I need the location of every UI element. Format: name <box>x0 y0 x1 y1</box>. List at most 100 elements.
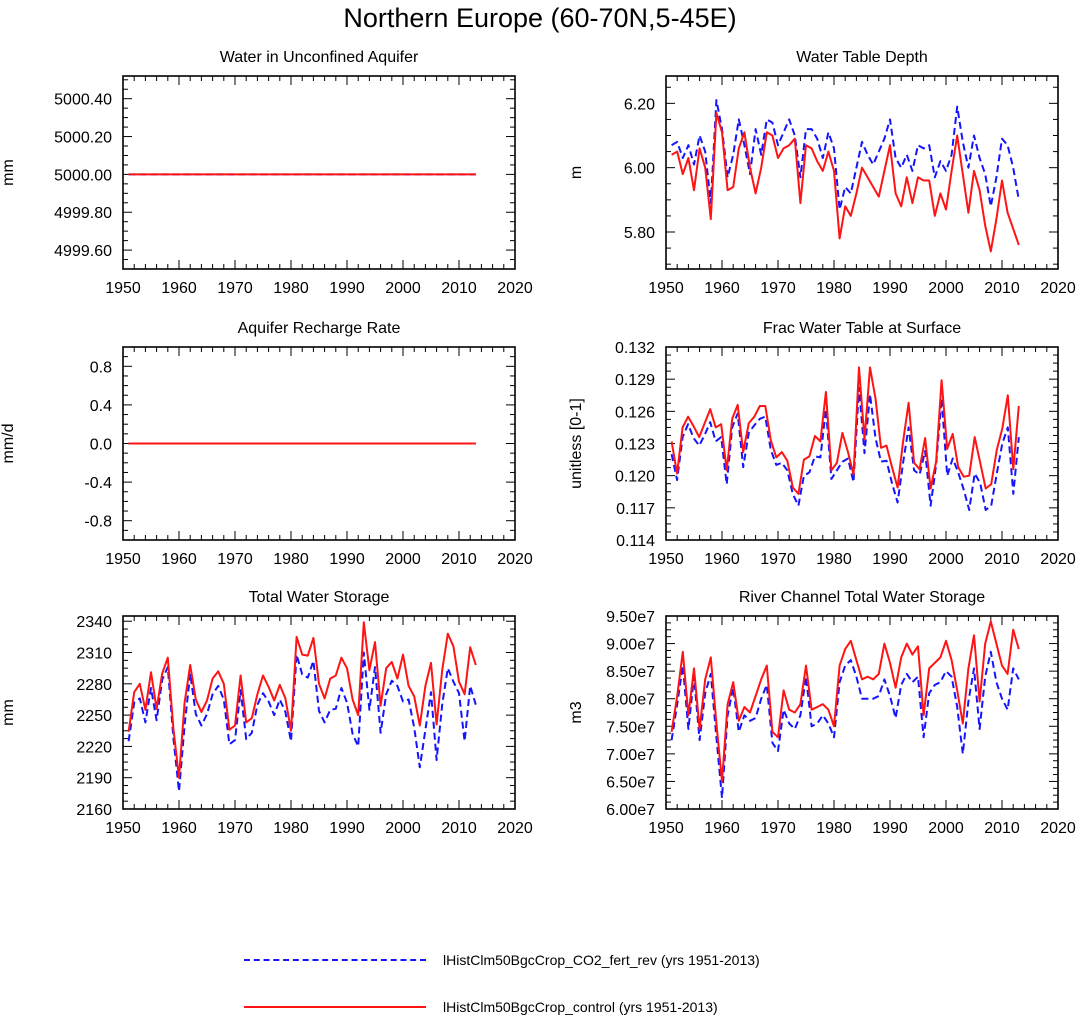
chart-5-ytick-label: 2220 <box>76 739 112 756</box>
chart-5-series-control <box>127 621 477 779</box>
chart-3-ylabel: mm/d <box>0 424 17 464</box>
chart-5-xtick-label: 2000 <box>385 820 421 837</box>
chart-3-ytick-label: 0.8 <box>90 359 112 376</box>
chart-5-ytick-label: 2340 <box>76 614 112 631</box>
chart-4-ytick-label: 0.123 <box>615 437 655 454</box>
chart-1-ytick-label: 5000.40 <box>54 92 112 109</box>
chart-1: Water in Unconfined Aquifer 1950 1960 1970 1… <box>0 49 533 297</box>
chart-6-ytick-label: 7.50e7 <box>606 719 655 736</box>
chart-6-xtick-label: 2020 <box>1040 820 1076 837</box>
chart-2-xtick-label: 1980 <box>816 280 852 297</box>
chart-5-xtick-label: 1970 <box>217 820 253 837</box>
chart-4-ytick-label: 0.120 <box>615 469 655 486</box>
chart-4-ytick-label: 0.117 <box>616 501 655 518</box>
legend-line-dashed <box>244 959 426 961</box>
page-title: Northern Europe (60-70N,5-45E) <box>343 3 737 33</box>
chart-6-xtick-label: 1980 <box>816 820 852 837</box>
chart-6-ytick-label: 9.50e7 <box>606 609 655 626</box>
chart-6-xtick-label: 1970 <box>760 820 796 837</box>
chart-6-series-co2-fert-rev <box>670 650 1020 799</box>
legend-label-co2-fert-rev: lHistClm50BgcCrop_CO2_fert_rev (yrs 1951… <box>443 952 760 968</box>
chart-5-frame <box>122 615 516 810</box>
chart-4-ytick-label: 0.132 <box>615 340 655 357</box>
chart-6-ytick-label: 6.50e7 <box>606 774 655 791</box>
chart-4-ytick-label: 0.129 <box>615 372 655 389</box>
chart-6-ylabel: m3 <box>568 701 585 723</box>
chart-2-ylabel: m <box>568 166 585 179</box>
chart-6-xtick-label: 1950 <box>648 820 684 837</box>
chart-6-frame <box>665 615 1059 810</box>
chart-3-xtick-label: 1990 <box>329 551 365 568</box>
legend-label-control: lHistClm50BgcCrop_control (yrs 1951-2013… <box>443 999 718 1015</box>
chart-3-xtick-label: 2020 <box>497 551 533 568</box>
chart-1-ylabel: mm <box>0 159 17 186</box>
chart-6-title: River Channel Total Water Storage <box>739 589 985 606</box>
chart-3: Aquifer Recharge Rate 1950 1960 1970 1980 199… <box>0 320 533 568</box>
chart-3-ytick-label: 0.0 <box>90 437 112 454</box>
chart-4-xtick-label: 1990 <box>872 551 908 568</box>
chart-4-xtick-label: 2020 <box>1040 551 1076 568</box>
chart-4-ytick-label: 0.114 <box>616 533 655 550</box>
chart-3-title: Aquifer Recharge Rate <box>238 320 401 337</box>
chart-3-xtick-label: 2010 <box>441 551 477 568</box>
chart-2-ytick-label: 6.20 <box>624 96 655 113</box>
chart-5-ylabel: mm <box>0 699 17 726</box>
chart-1-xtick-label: 2010 <box>441 280 477 297</box>
chart-4-xtick-label: 1970 <box>760 551 796 568</box>
chart-6-xtick-label: 1960 <box>704 820 740 837</box>
chart-1-ytick-label: 4999.80 <box>54 205 112 222</box>
chart-4-xtick-label: 2000 <box>928 551 964 568</box>
chart-4-xtick-label: 2010 <box>984 551 1020 568</box>
chart-1-xtick-label: 2000 <box>385 280 421 297</box>
chart-5-title: Total Water Storage <box>249 589 390 606</box>
chart-2-xtick-label: 1950 <box>648 280 684 297</box>
chart-5-xtick-label: 1990 <box>329 820 365 837</box>
chart-2-series-co2-fert-rev <box>671 99 1020 211</box>
chart-6-xtick-label: 1990 <box>872 820 908 837</box>
chart-1-ytick-label: 5000.00 <box>54 167 112 184</box>
chart-1-xtick-label: 2020 <box>497 280 533 297</box>
chart-5-ytick-label: 2250 <box>76 708 112 725</box>
chart-1-title: Water in Unconfined Aquifer <box>220 49 419 66</box>
chart-3-xtick-label: 1980 <box>273 551 309 568</box>
chart-2-xtick-label: 2000 <box>928 280 964 297</box>
chart-6-ytick-label: 6.00e7 <box>606 802 655 819</box>
chart-5-xtick-label: 1950 <box>105 820 141 837</box>
chart-2-xtick-label: 2010 <box>984 280 1020 297</box>
chart-4-ylabel: unitless [0-1] <box>568 398 585 489</box>
chart-6-ytick-label: 8.00e7 <box>606 692 655 709</box>
chart-2-title: Water Table Depth <box>796 49 928 66</box>
chart-2-xtick-label: 2020 <box>1040 280 1076 297</box>
chart-5-ytick-label: 2190 <box>76 771 112 788</box>
chart-3-xtick-label: 1970 <box>217 551 253 568</box>
chart-3-ytick-label: -0.4 <box>84 475 112 492</box>
chart-4-title: Frac Water Table at Surface <box>763 320 961 337</box>
legend-line-solid <box>244 1006 426 1008</box>
chart-3-ytick-label: -0.8 <box>84 514 112 531</box>
chart-6: River Channel Total Water Storage 1950 196… <box>568 589 1076 837</box>
chart-5-xtick-label: 1960 <box>161 820 197 837</box>
chart-3-ytick-label: 0.4 <box>90 398 112 415</box>
chart-5-ytick-label: 2160 <box>76 802 112 819</box>
chart-4-xtick-label: 1980 <box>816 551 852 568</box>
chart-1-xtick-label: 1980 <box>273 280 309 297</box>
chart-5-xtick-label: 1980 <box>273 820 309 837</box>
chart-6-series-control <box>670 620 1020 783</box>
chart-5: Total Water Storage 1950 1960 1970 1980 1990 2… <box>0 589 533 837</box>
chart-2-xtick-label: 1970 <box>760 280 796 297</box>
chart-5-xtick-label: 2020 <box>497 820 533 837</box>
chart-2-xtick-label: 1960 <box>704 280 740 297</box>
chart-4-ytick-label: 0.126 <box>615 404 655 421</box>
chart-2-xtick-label: 1990 <box>872 280 908 297</box>
chart-5-ytick-label: 2310 <box>76 646 112 663</box>
chart-4-series-control <box>670 366 1020 495</box>
chart-1-frame <box>122 75 516 270</box>
chart-5-series-co2-fert-rev <box>127 651 477 793</box>
chart-3-xtick-label: 2000 <box>385 551 421 568</box>
chart-3-xtick-label: 1960 <box>161 551 197 568</box>
chart-1-xtick-label: 1990 <box>329 280 365 297</box>
chart-4: Frac Water Table at Surface 1950 1960 1970 1… <box>568 320 1076 568</box>
chart-2-ytick-label: 6.00 <box>624 161 655 178</box>
chart-1-xtick-label: 1970 <box>217 280 253 297</box>
